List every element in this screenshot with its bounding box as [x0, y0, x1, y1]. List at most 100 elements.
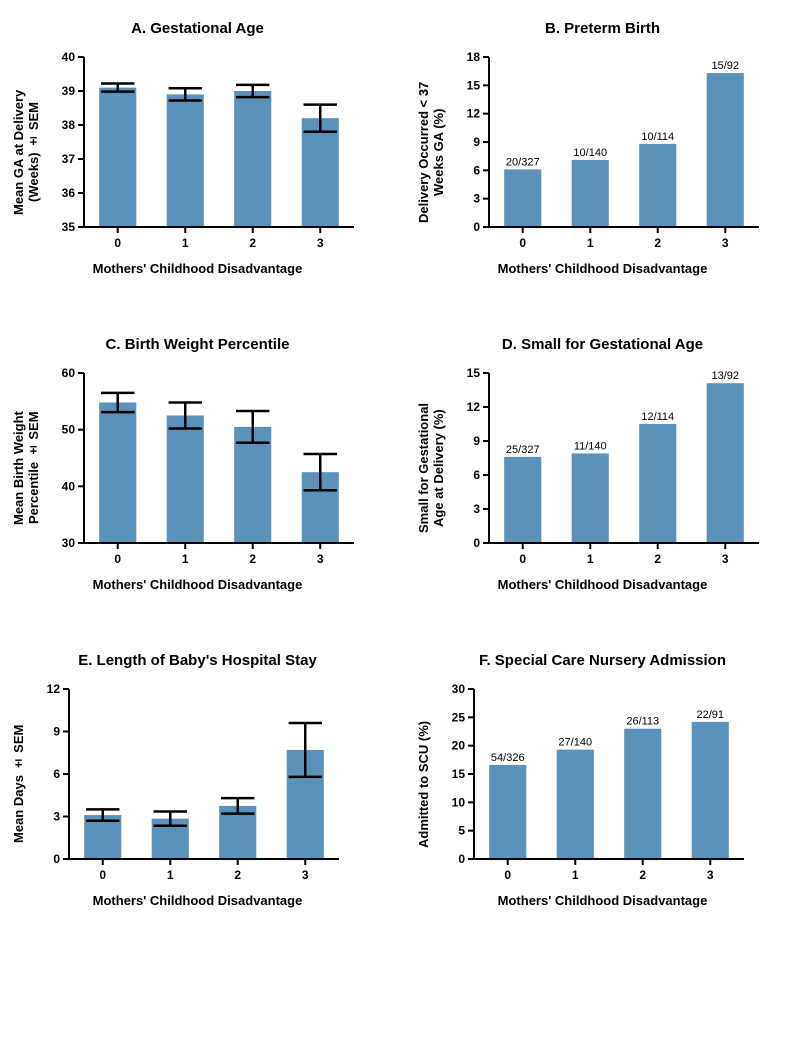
x-tick-label: 1 — [182, 552, 189, 566]
bar-count-label: 13/92 — [711, 370, 739, 382]
x-axis-label: Mothers' Childhood Disadvantage — [10, 261, 385, 276]
chart-svg: 25/32711/14012/11413/92036912150123 — [449, 363, 769, 573]
y-tick-label: 12 — [47, 682, 61, 696]
bar — [707, 383, 744, 543]
x-tick-label: 3 — [302, 868, 309, 882]
y-tick-label: 0 — [53, 852, 60, 866]
chart-svg: 3536373839400123 — [44, 47, 364, 257]
chart-area: Mean Days ± SEM0369120123 — [10, 679, 385, 889]
y-tick-label: 39 — [62, 84, 76, 98]
y-tick-label: 20 — [452, 739, 466, 753]
chart-area: Delivery Occurred < 37Weeks GA (%)20/327… — [415, 47, 790, 257]
y-tick-label: 9 — [473, 434, 480, 448]
panel-title: D. Small for Gestational Age — [415, 336, 790, 353]
x-tick-label: 2 — [234, 868, 241, 882]
y-tick-label: 3 — [473, 502, 480, 516]
y-tick-label: 15 — [467, 366, 481, 380]
bar-count-label: 15/92 — [711, 60, 739, 72]
x-tick-label: 2 — [639, 868, 646, 882]
chart-svg: 0369120123 — [29, 679, 349, 889]
bar — [504, 169, 541, 227]
y-tick-label: 6 — [473, 163, 480, 177]
panel-F: F. Special Care Nursery AdmissionAdmitte… — [415, 652, 790, 908]
y-tick-label: 12 — [467, 400, 481, 414]
x-axis-label: Mothers' Childhood Disadvantage — [415, 577, 790, 592]
plot: 304050600123 — [44, 363, 385, 573]
bar — [707, 73, 744, 227]
bar — [489, 765, 526, 859]
chart-area: Small for GestationalAge at Delivery (%)… — [415, 363, 790, 573]
bar-count-label: 12/114 — [641, 411, 674, 423]
plot: 3536373839400123 — [44, 47, 385, 257]
x-tick-label: 0 — [99, 868, 106, 882]
y-tick-label: 15 — [452, 767, 466, 781]
x-axis-label: Mothers' Childhood Disadvantage — [415, 893, 790, 908]
bar — [167, 94, 204, 227]
x-tick-label: 1 — [182, 236, 189, 250]
chart-svg: 304050600123 — [44, 363, 364, 573]
x-tick-label: 2 — [249, 236, 256, 250]
bar-count-label: 26/113 — [626, 716, 659, 728]
bar-count-label: 11/140 — [574, 440, 607, 452]
x-tick-label: 0 — [519, 236, 526, 250]
bar — [99, 88, 136, 227]
y-axis-label: Small for GestationalAge at Delivery (%) — [415, 363, 449, 573]
y-tick-label: 40 — [62, 479, 76, 493]
y-tick-label: 0 — [458, 852, 465, 866]
bar-count-label: 54/326 — [491, 752, 525, 764]
bar-count-label: 10/140 — [573, 147, 607, 159]
y-tick-label: 38 — [62, 118, 76, 132]
plot: 0369120123 — [29, 679, 385, 889]
bar-count-label: 25/327 — [506, 444, 540, 456]
bar — [639, 144, 676, 227]
plot: 20/32710/14010/11415/9203691215180123 — [449, 47, 790, 257]
panel-B: B. Preterm BirthDelivery Occurred < 37We… — [415, 20, 790, 276]
x-tick-label: 1 — [587, 236, 594, 250]
y-axis-label: Mean GA at Delivery(Weeks) ± SEM — [10, 47, 44, 257]
x-tick-label: 3 — [317, 236, 324, 250]
bar-count-label: 10/114 — [641, 131, 674, 143]
x-tick-label: 0 — [519, 552, 526, 566]
panel-title: A. Gestational Age — [10, 20, 385, 37]
plot: 25/32711/14012/11413/92036912150123 — [449, 363, 790, 573]
panel-C: C. Birth Weight Percentile Mean Birth Wei… — [10, 336, 385, 592]
y-tick-label: 5 — [458, 824, 465, 838]
y-tick-label: 0 — [473, 220, 480, 234]
x-tick-label: 3 — [707, 868, 714, 882]
panel-A: A. Gestational Age Mean GA at Delivery(We… — [10, 20, 385, 276]
x-axis-label: Mothers' Childhood Disadvantage — [415, 261, 790, 276]
bar — [639, 424, 676, 543]
y-tick-label: 18 — [467, 50, 481, 64]
bar-count-label: 22/91 — [696, 709, 724, 721]
x-tick-label: 0 — [504, 868, 511, 882]
x-tick-label: 2 — [249, 552, 256, 566]
x-tick-label: 3 — [317, 552, 324, 566]
x-tick-label: 1 — [167, 868, 174, 882]
y-axis-label: Mean Days ± SEM — [10, 679, 29, 889]
chart-svg: 20/32710/14010/11415/9203691215180123 — [449, 47, 769, 257]
x-tick-label: 3 — [722, 552, 729, 566]
panel-title: C. Birth Weight Percentile — [10, 336, 385, 353]
x-tick-label: 2 — [654, 552, 661, 566]
y-tick-label: 60 — [62, 366, 76, 380]
y-tick-label: 30 — [452, 682, 466, 696]
y-axis-label: Mean Birth WeightPercentile ± SEM — [10, 363, 44, 573]
y-tick-label: 15 — [467, 78, 481, 92]
y-tick-label: 9 — [53, 725, 60, 739]
x-tick-label: 2 — [654, 236, 661, 250]
plot: 54/32627/14026/11322/910510152025300123 — [434, 679, 790, 889]
chart-area: Mean Birth WeightPercentile ± SEM 30 40 50 6… — [10, 363, 385, 573]
x-tick-label: 3 — [722, 236, 729, 250]
y-axis-label: Delivery Occurred < 37Weeks GA (%) — [415, 47, 449, 257]
bar — [692, 722, 729, 859]
panel-title: F. Special Care Nursery Admission — [415, 652, 790, 669]
bar — [302, 118, 339, 227]
chart-svg: 54/32627/14026/11322/910510152025300123 — [434, 679, 754, 889]
bar — [234, 91, 271, 227]
bar — [572, 453, 609, 543]
y-tick-label: 10 — [452, 795, 466, 809]
y-tick-label: 50 — [62, 423, 76, 437]
y-tick-label: 30 — [62, 536, 76, 550]
panel-D: D. Small for Gestational Age Small for Ge… — [415, 336, 790, 592]
y-tick-label: 0 — [473, 536, 480, 550]
